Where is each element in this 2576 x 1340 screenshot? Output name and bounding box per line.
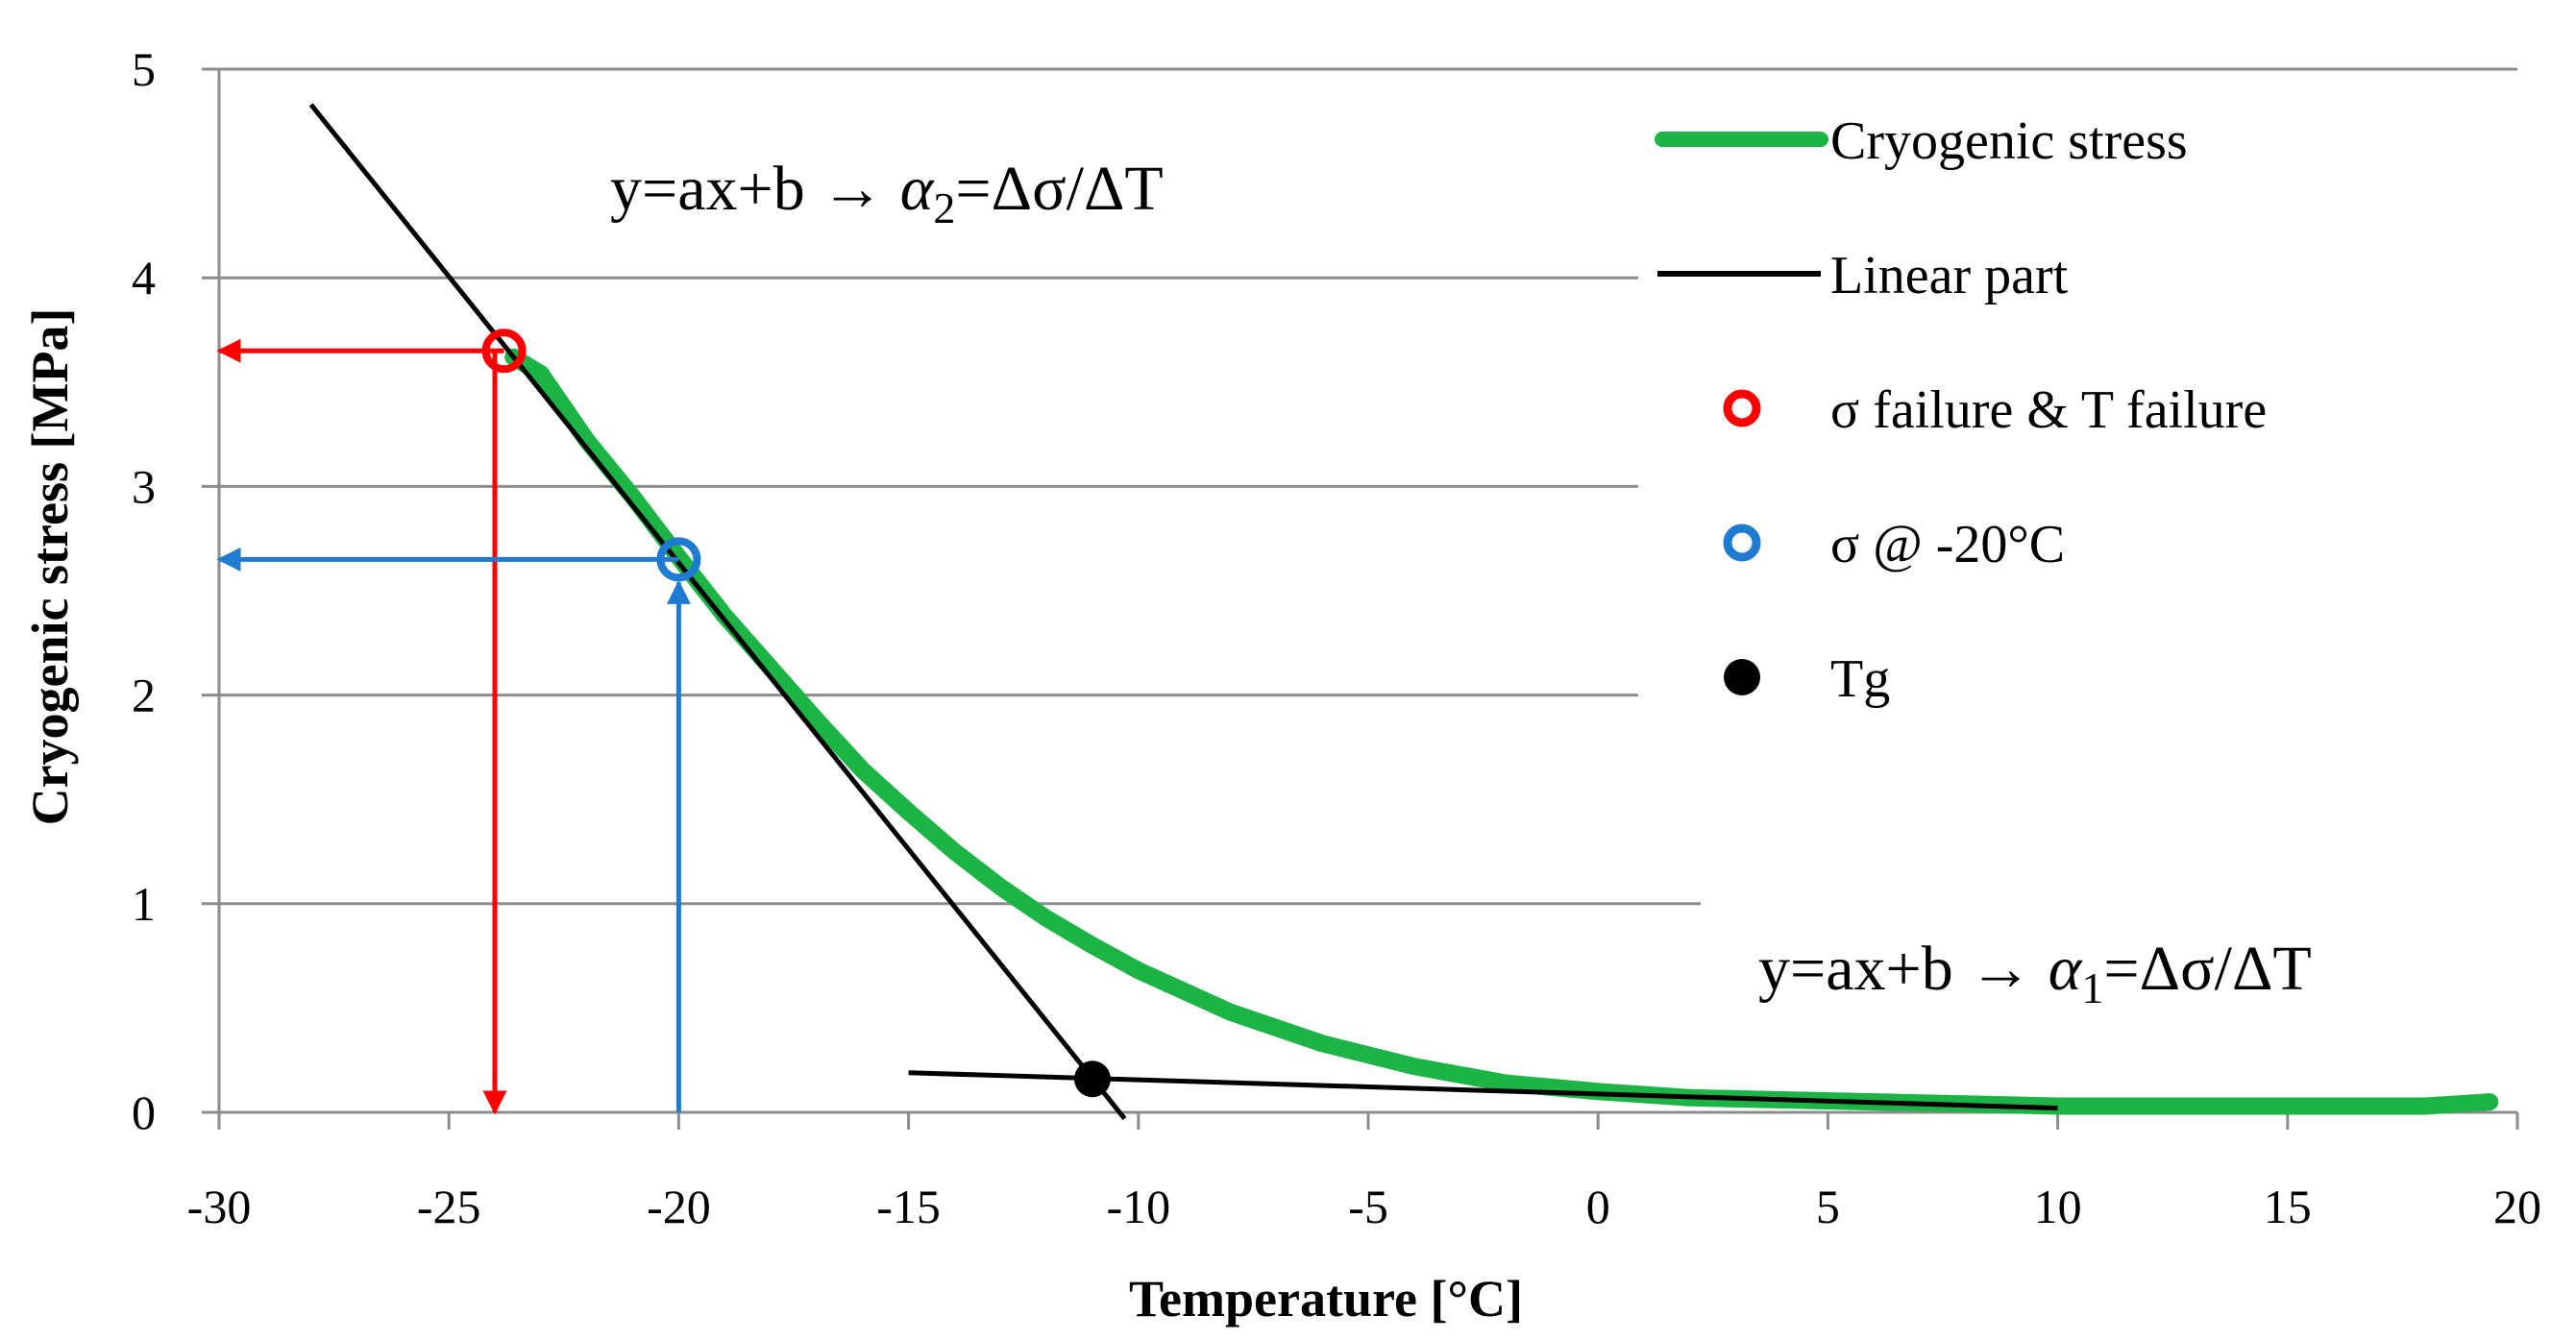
legend-backdrop — [1638, 91, 2455, 764]
cryogenic-stress-curve — [504, 348, 2499, 1115]
alpha1-annotation: y=ax+b → α1=Δσ/ΔT — [1758, 934, 2312, 1012]
reading-arrows — [216, 338, 691, 1115]
y-tick-label-3: 3 — [132, 459, 156, 513]
y-tick-labels: 0 1 2 3 4 5 — [132, 42, 156, 1139]
y-tick-label-4: 4 — [132, 251, 156, 305]
stress-at-minus20-point — [656, 537, 701, 582]
x-tick-label-8: 10 — [2034, 1180, 2082, 1233]
legend-marker-at20 — [1723, 524, 1761, 562]
y-tick-label-2: 2 — [132, 669, 156, 722]
x-tick-label-9: 15 — [2264, 1180, 2312, 1233]
legend-label-cryogenic: Cryogenic stress — [1830, 111, 2188, 171]
point-markers — [481, 329, 1111, 1098]
linear-part-1 — [308, 103, 1127, 1121]
legend-marker-failure — [1723, 389, 1761, 427]
legend-marker-tg — [1724, 659, 1760, 695]
legend-label-failure: σ failure & T failure — [1830, 380, 2267, 440]
x-tick-label-6: 0 — [1586, 1180, 1610, 1233]
alpha2-annotation: y=ax+b → α2=Δσ/ΔT — [610, 154, 1164, 232]
x-tick-label-7: 5 — [1816, 1180, 1840, 1233]
y-tick-label-0: 0 — [132, 1085, 156, 1139]
y-tick-label-5: 5 — [132, 42, 156, 96]
x-tick-labels: -30 -25 -20 -15 -10 -5 0 5 10 15 20 — [187, 1180, 2541, 1233]
x-axis-title: Temperature [°C] — [1129, 1270, 1523, 1328]
y-axis-title: Cryogenic stress [MPa] — [21, 308, 79, 826]
legend-label-linear: Linear part — [1830, 246, 2069, 305]
gridlines — [219, 67, 2517, 906]
x-tick-label-0: -30 — [187, 1180, 252, 1233]
x-tick-label-10: 20 — [2493, 1180, 2541, 1233]
tg-point — [1073, 1060, 1111, 1098]
x-tick-label-4: -10 — [1106, 1180, 1170, 1233]
y-tick-label-1: 1 — [132, 877, 156, 931]
x-tick-label-5: -5 — [1348, 1180, 1388, 1233]
legend: Cryogenic stress Linear part σ failure &… — [1638, 91, 2455, 764]
failure-point — [481, 329, 527, 374]
x-tick-label-2: -20 — [647, 1180, 711, 1233]
legend-label-tg: Tg — [1830, 649, 1890, 709]
x-tick-label-1: -25 — [417, 1180, 481, 1233]
legend-label-at20: σ @ -20°C — [1830, 515, 2065, 574]
x-tick-label-3: -15 — [876, 1180, 941, 1233]
